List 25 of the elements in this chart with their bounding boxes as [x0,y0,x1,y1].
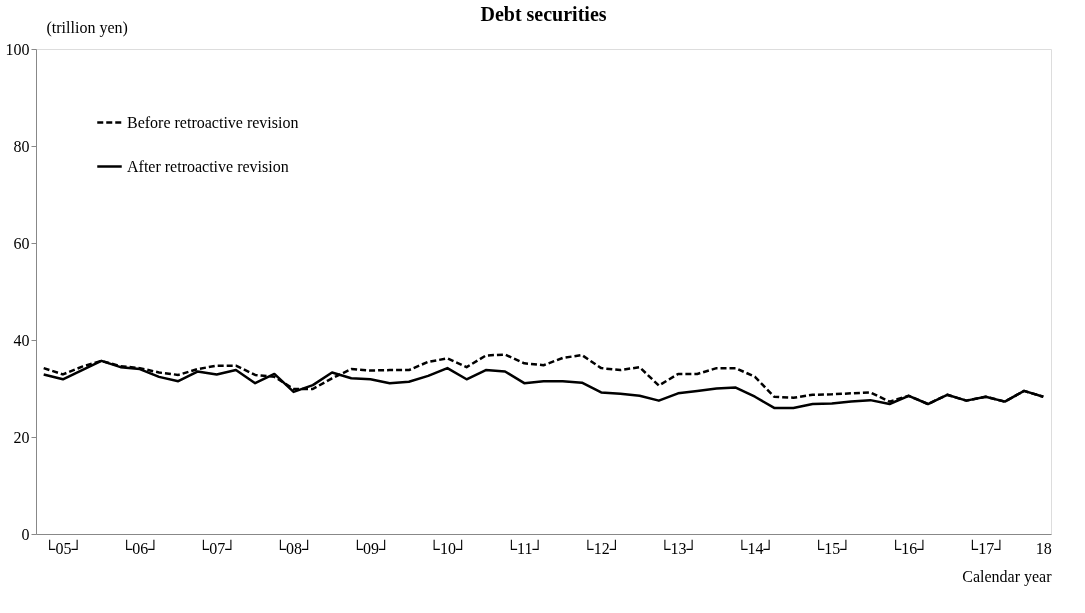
x-tick-label: └09┘ [351,538,391,557]
y-tick-label: 100 [5,40,30,58]
y-tick-label: 40 [13,331,30,349]
x-tick-label: └06┘ [120,538,160,557]
x-tick-label: └16┘ [889,538,929,557]
x-tick-label: └05┘ [44,538,83,557]
x-tick-label: └08┘ [274,538,314,557]
x-tick-label: └15┘ [813,538,852,557]
y-tick-label: 20 [13,428,30,446]
legend-label: Before retroactive revision [127,113,299,131]
x-tick-label: └12┘ [582,538,622,557]
y-tick-label: 0 [21,525,30,543]
chart-title: Debt securities [480,3,607,25]
x-tick-label: └11┘ [505,538,544,557]
x-tick-label: └13┘ [659,538,698,557]
x-axis-title: Calendar year [962,567,1053,586]
x-tick-label: 18 [1035,539,1052,557]
y-tick-label: 60 [13,234,30,252]
x-tick-label: └07┘ [197,538,237,557]
x-tick-label: └10┘ [428,538,468,557]
x-tick-label: └17┘ [966,538,1006,557]
x-tick-label: └14┘ [736,538,775,557]
y-tick-label: 80 [13,137,30,155]
y-axis-title: (trillion yen) [46,18,128,37]
legend-label: After retroactive revision [127,157,289,175]
